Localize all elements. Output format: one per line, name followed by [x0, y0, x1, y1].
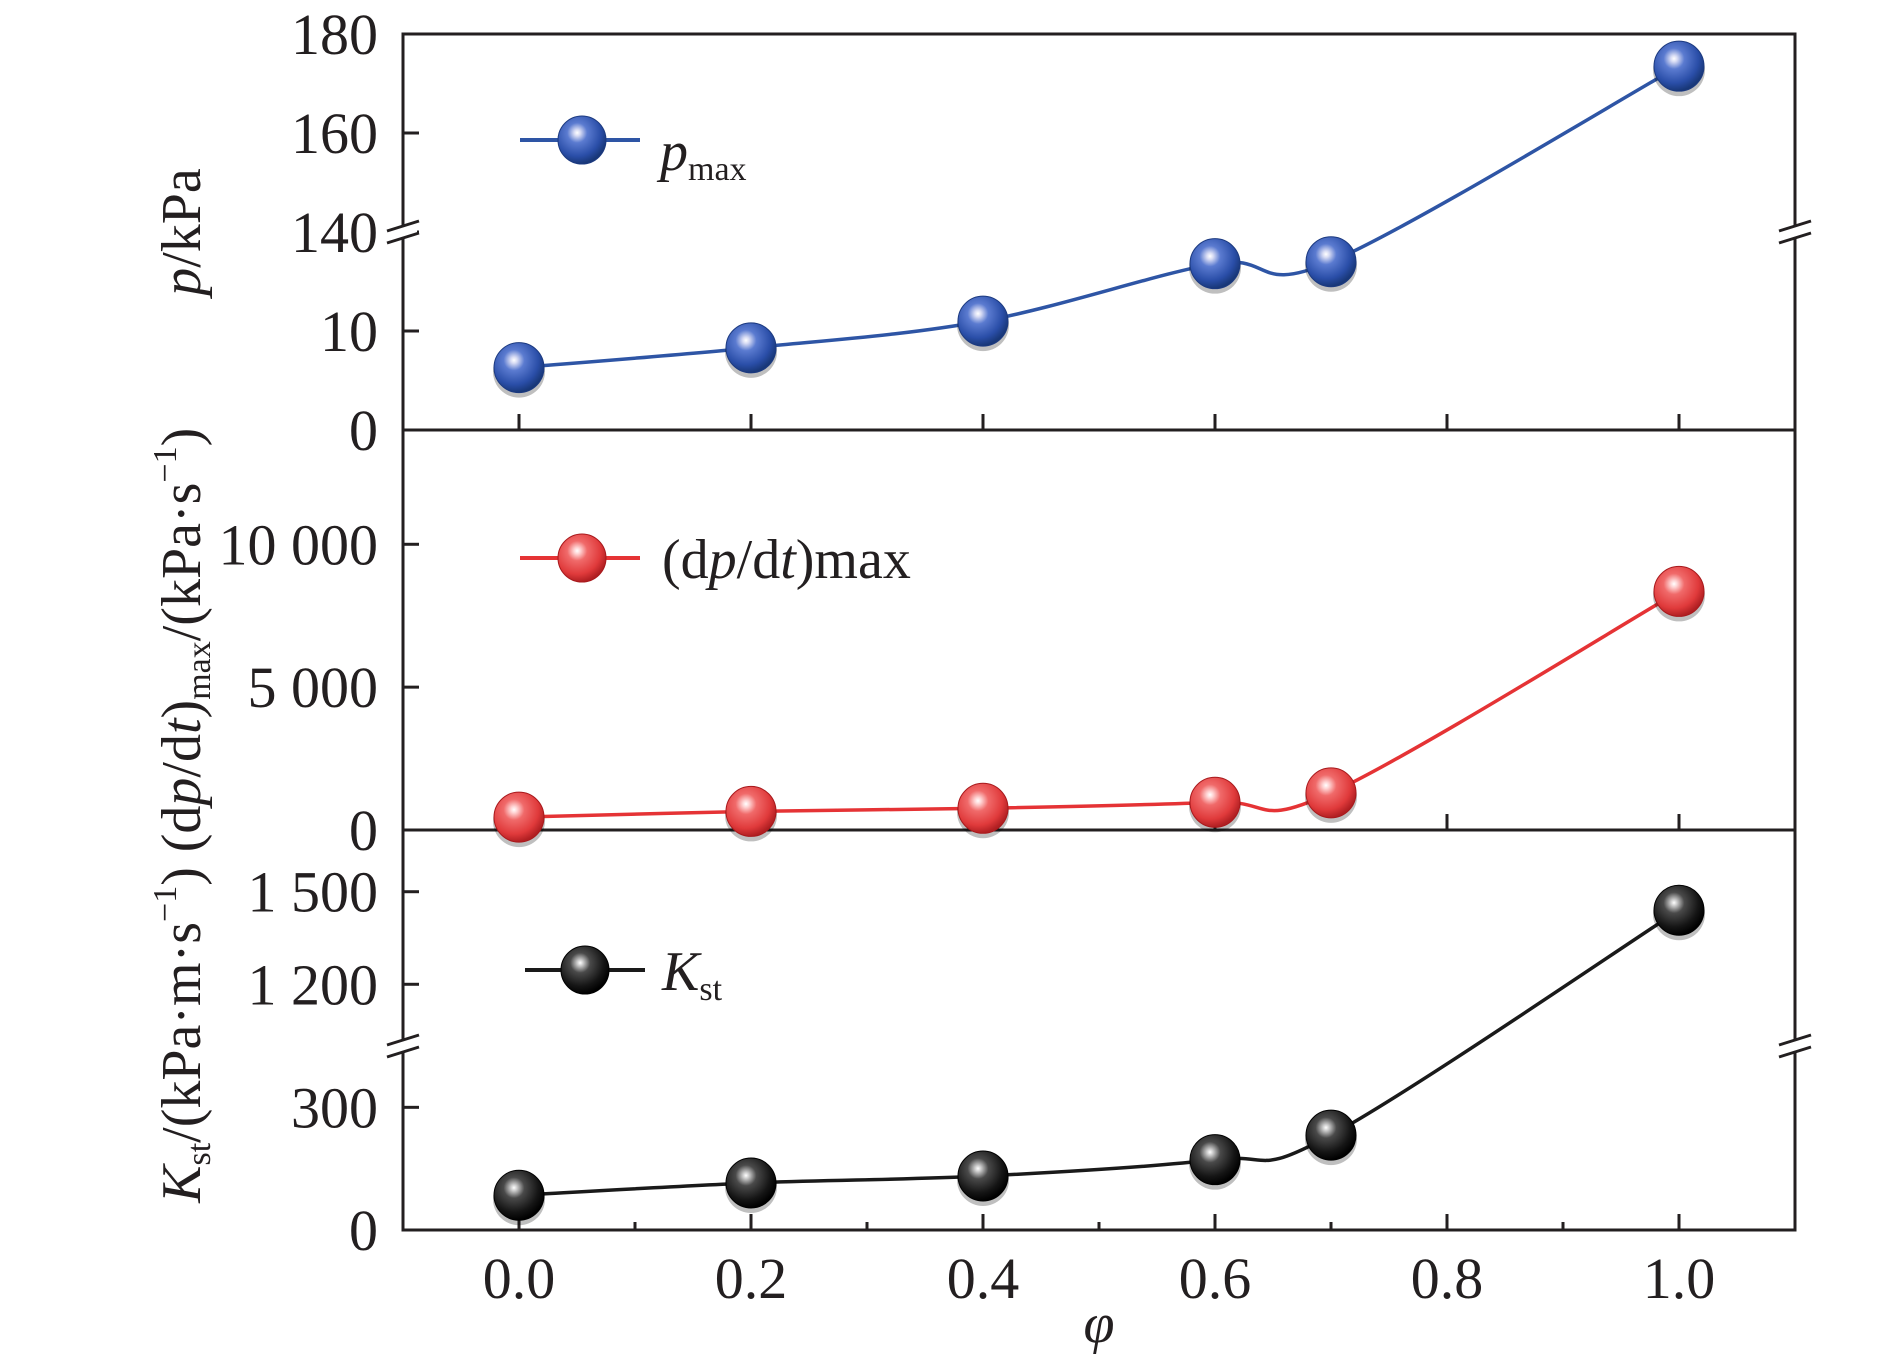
xtick-label: 0.0	[483, 1246, 556, 1311]
svg-text:Kst/(kPa·m·s−1): Kst/(kPa·m·s−1)	[147, 867, 218, 1204]
data-point-bottom	[725, 1157, 777, 1209]
data-point-top	[1305, 236, 1357, 288]
data-point-top	[957, 295, 1009, 347]
ytick-label-bottom: 0	[349, 1198, 378, 1263]
legend-kst-sub: st	[699, 971, 722, 1008]
axis-breaks	[386, 219, 1812, 1059]
svg-text:(dp/dt)max/(kPa·s−1): (dp/dt)max/(kPa·s−1)	[147, 428, 218, 852]
svg-text:pmax: pmax	[656, 121, 747, 188]
data-point-middle	[493, 791, 545, 843]
axis-break-mark	[386, 1045, 420, 1059]
ylabel-middle: (dp/dt)max/(kPa·s−1)	[147, 428, 218, 852]
data-point-bottom	[1305, 1109, 1357, 1161]
data-point-bottom	[957, 1150, 1009, 1202]
ytick-label-bottom: 300	[291, 1075, 378, 1140]
series-markers	[493, 40, 1705, 1226]
ytick-label-top: 160	[291, 101, 378, 166]
ytick-label-top: 140	[291, 200, 378, 265]
data-point-middle	[725, 785, 777, 837]
legend-pmax-sub: max	[688, 151, 747, 188]
data-point-top	[1189, 238, 1241, 290]
ylabel-bottom: Kst/(kPa·m·s−1)	[147, 867, 218, 1204]
svg-text:Kst: Kst	[661, 941, 723, 1008]
tick-labels: 0 10 140 160 180 0 5 000 10 000 0 300 1 200 1 500 0.…	[219, 2, 1716, 1311]
legend-dpdt-label: (dp/dt)max	[662, 529, 911, 591]
ytick-label-middle: 5 000	[248, 655, 379, 720]
axis-break-mark	[1778, 219, 1812, 233]
data-point-middle	[1653, 565, 1705, 617]
ytick-label-top: 180	[291, 2, 378, 67]
axis-break-mark	[1778, 231, 1812, 245]
ytick-label-bottom: 1 200	[248, 952, 379, 1017]
data-point-middle	[1189, 776, 1241, 828]
ylabel-top: p/kPa	[151, 168, 213, 300]
panel-top-frame	[401, 32, 1797, 432]
series-lines	[518, 64, 1680, 1197]
legend-kst-marker	[560, 945, 610, 995]
axis-break-mark	[386, 231, 420, 245]
ytick-label-middle: 0	[349, 798, 378, 863]
data-point-top	[493, 342, 545, 394]
axis-break-mark	[386, 219, 420, 233]
axis-break-mark	[1778, 1045, 1812, 1059]
series-line-middle	[518, 589, 1680, 819]
xtick-label: 0.2	[715, 1246, 788, 1311]
xlabel: φ	[1084, 1293, 1115, 1355]
svg-text:p/kPa: p/kPa	[151, 168, 213, 300]
ytick-label-top: 10	[320, 299, 378, 364]
legend-kst: Kst	[525, 941, 723, 1008]
ytick-label-top: 0	[349, 398, 378, 463]
data-point-middle	[1305, 767, 1357, 819]
data-point-top	[1653, 40, 1705, 92]
series-line-top	[518, 64, 1680, 370]
ytick-label-bottom: 1 500	[248, 860, 379, 925]
legend-pmax: pmax	[520, 115, 747, 188]
data-point-bottom	[1653, 884, 1705, 936]
data-point-bottom	[1189, 1134, 1241, 1186]
legend-pmax-marker	[557, 115, 607, 165]
legend-dpdt: (dp/dt)max	[520, 529, 911, 591]
axis-break-mark	[1778, 1033, 1812, 1047]
axis-break-mark	[386, 1033, 420, 1047]
data-point-top	[725, 322, 777, 374]
axis-ticks	[401, 32, 1797, 1232]
xtick-label: 0.6	[1179, 1246, 1252, 1311]
data-point-bottom	[493, 1169, 545, 1221]
xtick-label: 0.4	[947, 1246, 1020, 1311]
xtick-label: 1.0	[1643, 1246, 1716, 1311]
legend-kst-main: K	[661, 941, 702, 1003]
legend-pmax-main: p	[656, 121, 688, 183]
xtick-label: 0.8	[1411, 1246, 1484, 1311]
ytick-label-middle: 10 000	[219, 512, 379, 577]
data-point-middle	[957, 782, 1009, 834]
panel-middle-frame	[401, 428, 1797, 832]
legend-dpdt-marker	[557, 533, 607, 583]
